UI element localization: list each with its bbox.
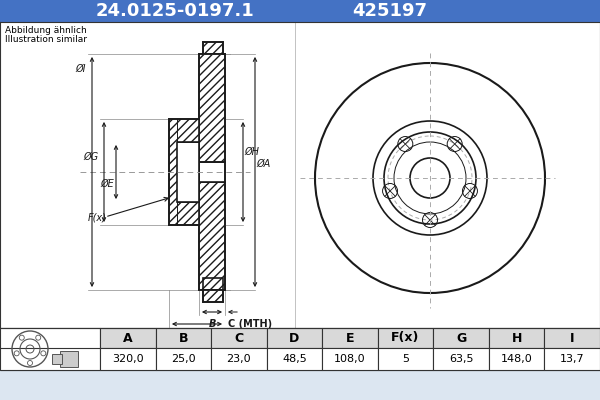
- Bar: [0, 22, 600, 328]
- Text: C: C: [235, 332, 244, 344]
- Text: C (MTH): C (MTH): [228, 319, 272, 329]
- Text: F(x): F(x): [88, 212, 107, 222]
- Text: A: A: [123, 332, 133, 344]
- Text: 425197: 425197: [353, 2, 427, 20]
- Bar: [489, 328, 544, 348]
- Bar: [378, 348, 433, 370]
- Text: Abbildung ähnlich: Abbildung ähnlich: [5, 26, 87, 35]
- Text: ØA: ØA: [256, 159, 270, 169]
- Bar: [100, 328, 155, 348]
- Text: Illustration similar: Illustration similar: [5, 35, 87, 44]
- Text: D: D: [289, 332, 299, 344]
- Text: H: H: [511, 332, 522, 344]
- Text: E: E: [346, 332, 354, 344]
- Bar: [199, 162, 225, 182]
- Bar: [433, 328, 489, 348]
- Bar: [155, 328, 211, 348]
- Bar: [203, 290, 223, 302]
- Bar: [203, 278, 223, 290]
- Text: F(x): F(x): [391, 332, 420, 344]
- Text: ØH: ØH: [244, 147, 259, 157]
- Bar: [266, 328, 322, 348]
- Text: 25,0: 25,0: [171, 354, 196, 364]
- Bar: [489, 348, 544, 370]
- Bar: [322, 348, 378, 370]
- Text: 108,0: 108,0: [334, 354, 366, 364]
- Text: B: B: [208, 319, 215, 329]
- Bar: [177, 142, 199, 202]
- Text: 48,5: 48,5: [282, 354, 307, 364]
- Text: 5: 5: [402, 354, 409, 364]
- Text: 148,0: 148,0: [501, 354, 533, 364]
- Bar: [199, 54, 225, 162]
- Text: I: I: [570, 332, 574, 344]
- Bar: [0, 328, 100, 370]
- Bar: [322, 328, 378, 348]
- Bar: [52, 354, 62, 364]
- Text: 13,7: 13,7: [560, 354, 584, 364]
- Bar: [155, 348, 211, 370]
- Bar: [544, 348, 600, 370]
- Bar: [433, 348, 489, 370]
- Bar: [60, 351, 78, 367]
- Text: G: G: [456, 332, 466, 344]
- Bar: [100, 348, 155, 370]
- Text: D: D: [193, 331, 201, 341]
- Text: B: B: [179, 332, 188, 344]
- Bar: [203, 42, 223, 54]
- Bar: [199, 182, 225, 290]
- Bar: [378, 328, 433, 348]
- Text: ØG: ØG: [83, 152, 98, 162]
- Bar: [211, 328, 266, 348]
- Bar: [169, 119, 199, 225]
- Text: 63,5: 63,5: [449, 354, 473, 364]
- Bar: [0, 328, 600, 370]
- Text: ØE: ØE: [100, 179, 114, 189]
- Bar: [0, 0, 600, 22]
- Text: 23,0: 23,0: [227, 354, 251, 364]
- Text: ØI: ØI: [76, 64, 86, 74]
- Bar: [544, 328, 600, 348]
- Text: 24.0125-0197.1: 24.0125-0197.1: [95, 2, 254, 20]
- Text: 320,0: 320,0: [112, 354, 143, 364]
- Bar: [266, 348, 322, 370]
- Bar: [211, 348, 266, 370]
